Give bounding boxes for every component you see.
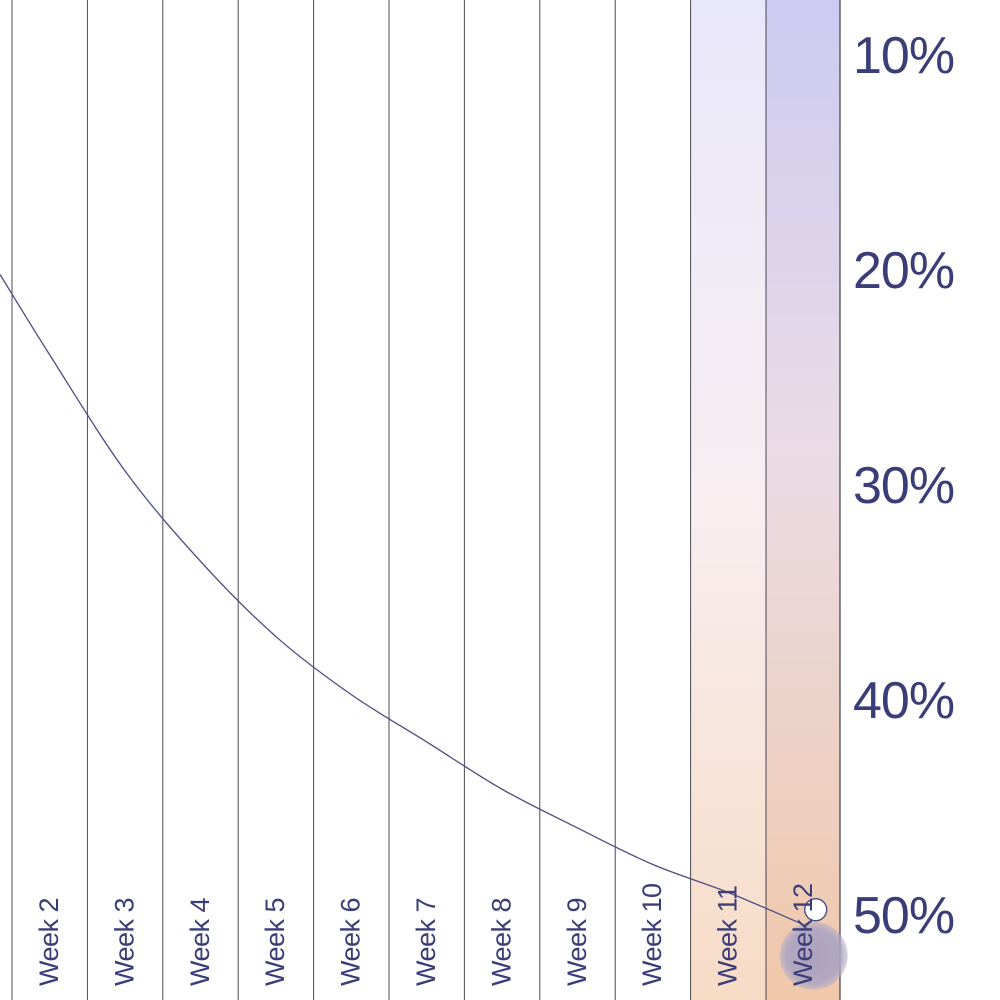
marker-layer — [779, 897, 848, 990]
x-tick-label: Week 10 — [637, 883, 667, 986]
x-tick-label: Week 2 — [34, 898, 64, 986]
x-tick-label: Week 6 — [336, 898, 366, 986]
highlight-column-week-12 — [766, 0, 840, 1000]
y-tick-label: 10% — [853, 27, 954, 85]
series-layer — [0, 274, 804, 926]
y-tick-label: 40% — [853, 672, 954, 730]
highlight-band — [690, 0, 840, 1000]
x-tick-label: Week 7 — [411, 898, 441, 986]
x-axis-labels: Week 2 Week 3 Week 4 Week 5 Week 6 Week 7 Week… — [34, 883, 818, 986]
highlight-column-week-11 — [690, 0, 766, 1000]
series-line — [0, 274, 804, 926]
data-point-marker[interactable] — [804, 897, 828, 922]
y-tick-label: 50% — [853, 887, 954, 945]
x-tick-label: Week 4 — [185, 897, 215, 986]
marker-shadow-dot — [779, 921, 848, 990]
x-tick-label: Week 9 — [562, 898, 592, 986]
x-tick-label: Week 3 — [109, 898, 139, 986]
y-tick-label: 20% — [853, 242, 954, 300]
x-tick-label: Week 11 — [713, 885, 743, 986]
y-tick-label: 30% — [853, 457, 954, 515]
x-tick-label: Week 8 — [486, 898, 516, 986]
y-axis-labels: 10% 20% 30% 40% 50% — [853, 27, 955, 945]
x-tick-label: Week 5 — [260, 898, 290, 986]
x-tick-label: Week 12 — [788, 883, 818, 986]
grid-lines — [11, 0, 841, 1000]
